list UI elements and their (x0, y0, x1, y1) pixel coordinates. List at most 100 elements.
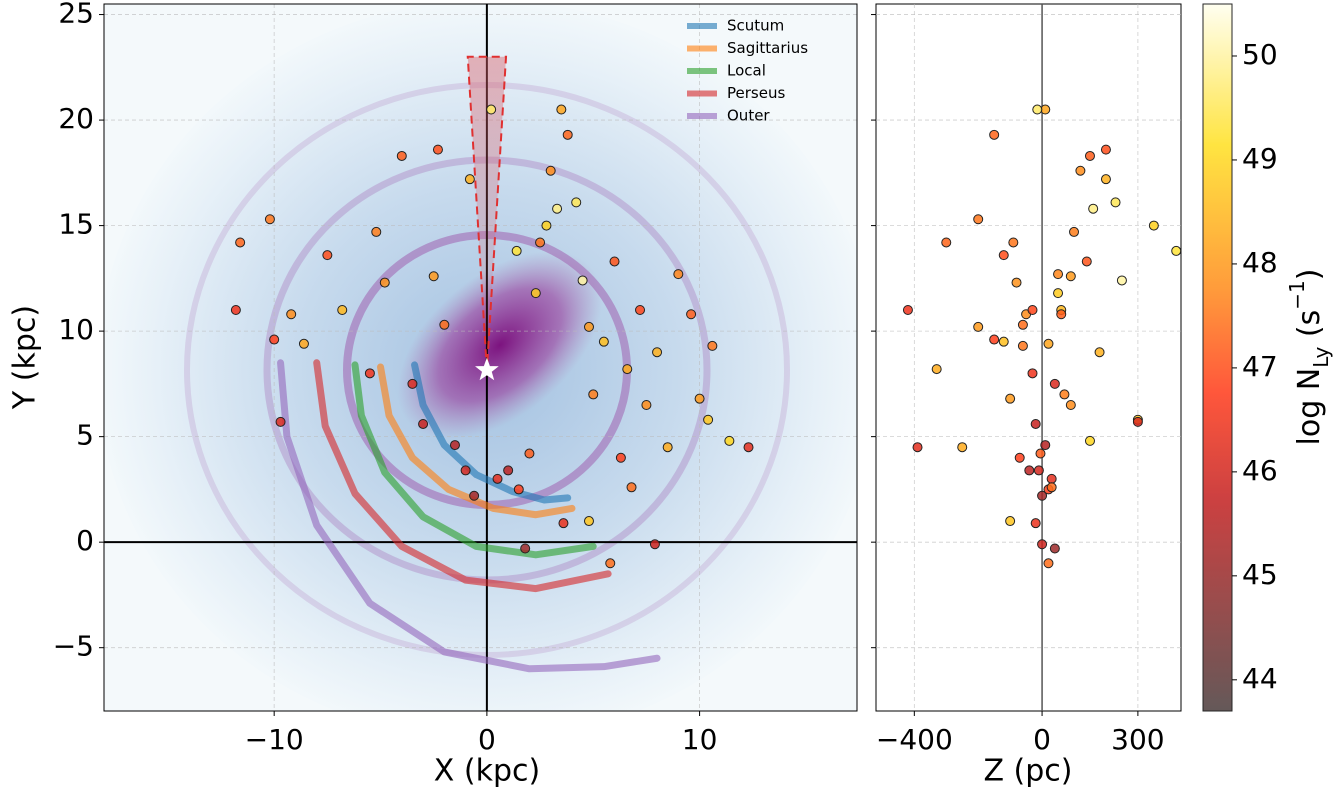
legend: Scutum Sagittarius Local Perseus Outer (687, 17, 808, 125)
source-point (1027, 305, 1038, 316)
source-point (673, 269, 684, 280)
source-point (1148, 220, 1159, 231)
source-point (743, 442, 754, 453)
x-tick-label: 10 (682, 723, 718, 756)
source-point (1027, 368, 1038, 379)
height-panel: −400 0 300 (871, 3, 1182, 756)
arm-line (411, 361, 572, 504)
source-point (598, 336, 609, 347)
source-point (1005, 516, 1016, 527)
source-point (1043, 558, 1054, 569)
source-point (520, 543, 531, 554)
arm-line (377, 363, 576, 519)
source-point (652, 347, 663, 358)
source-point (449, 440, 460, 451)
source-point (432, 144, 443, 155)
y-tick-label: 25 (58, 0, 94, 30)
source-point (583, 321, 594, 332)
source-point (371, 226, 382, 237)
y-axis-label: Y (kpc) (8, 305, 43, 410)
legend-label: Scutum (727, 17, 784, 35)
x-tick-label: 0 (478, 723, 496, 756)
source-point (1011, 277, 1022, 288)
source-point (545, 165, 556, 176)
source-point (1084, 150, 1095, 161)
z-axis-label: Z (pc) (983, 754, 1072, 789)
colorbar-tick-label: 45 (1242, 558, 1278, 591)
source-point (428, 271, 439, 282)
y-tick-label: 15 (58, 208, 94, 241)
source-point (269, 334, 280, 345)
source-point (1081, 256, 1092, 267)
source-point (407, 378, 418, 389)
source-point (513, 484, 524, 495)
source-point (973, 214, 984, 225)
source-point (1110, 197, 1121, 208)
source-point (1046, 473, 1057, 484)
source-point (552, 203, 563, 214)
source-point (511, 245, 522, 256)
colorbar-label-close: ) (1292, 269, 1327, 281)
source-point (1059, 389, 1070, 400)
colorbar-tick-label: 49 (1242, 142, 1278, 175)
source-point (1017, 340, 1028, 351)
cone (466, 55, 508, 371)
source-point (1171, 245, 1181, 256)
source-point (703, 414, 714, 425)
z-tick-label: −400 (876, 723, 953, 756)
source-point (1043, 338, 1054, 349)
source-point (460, 465, 471, 476)
source-point (1065, 271, 1076, 282)
source-point (1037, 490, 1048, 501)
x-axis-label: X (kpc) (434, 754, 540, 789)
source-point (503, 465, 514, 476)
colorbar-gradient (1202, 3, 1233, 712)
arm-line (351, 361, 597, 559)
source-point (1084, 435, 1095, 446)
legend-label: Outer (727, 107, 770, 125)
source-point (609, 256, 620, 267)
colorbar-label-main: log N (1292, 368, 1327, 446)
legend-label: Local (727, 62, 766, 80)
reference-star (475, 357, 499, 381)
source-point (605, 558, 616, 569)
source-point (973, 321, 984, 332)
source-point (577, 275, 588, 286)
source-point (626, 482, 637, 493)
source-point (541, 220, 552, 231)
source-point (524, 448, 535, 459)
source-point (1040, 440, 1051, 451)
source-point (558, 518, 569, 529)
colorbar-label-unit: (s (1292, 310, 1327, 347)
source-point (998, 336, 1009, 347)
z-tick-label: 0 (1033, 723, 1051, 756)
source-point (275, 416, 286, 427)
source-point (286, 309, 297, 320)
source-point (492, 473, 503, 484)
source-point (931, 364, 942, 375)
source-point (418, 418, 429, 429)
legend-label: Sagittarius (727, 39, 808, 57)
y-tick-label: 10 (58, 313, 94, 346)
source-point (1056, 309, 1067, 320)
source-point (957, 442, 968, 453)
source-point (562, 129, 573, 140)
source-point (1005, 393, 1016, 404)
source-point (1046, 482, 1057, 493)
source-point (1033, 465, 1044, 476)
source-point (707, 340, 718, 351)
z-tick-label: 300 (1111, 723, 1164, 756)
colorbar-tick-label: 44 (1242, 662, 1278, 695)
source-point (1132, 416, 1143, 427)
x-tick-label: −10 (245, 723, 304, 756)
colorbar: 44 45 46 47 48 49 50 (1202, 3, 1278, 712)
source-point (615, 452, 626, 463)
galactic-plane-panel: −5 0 5 10 15 20 25 −10 0 10 Scutum Sagittarius Loca… (53, 0, 858, 756)
source-point (1065, 399, 1076, 410)
source-point (941, 237, 952, 248)
source-point (1094, 347, 1105, 358)
colorbar-label-subscript: Ly (1309, 346, 1333, 367)
y-tick-label: −5 (53, 630, 94, 663)
source-point (1035, 448, 1046, 459)
colorbar-tick-label: 46 (1242, 454, 1278, 487)
